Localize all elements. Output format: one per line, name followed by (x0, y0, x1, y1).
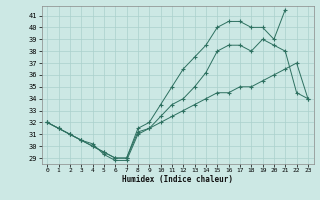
X-axis label: Humidex (Indice chaleur): Humidex (Indice chaleur) (122, 175, 233, 184)
